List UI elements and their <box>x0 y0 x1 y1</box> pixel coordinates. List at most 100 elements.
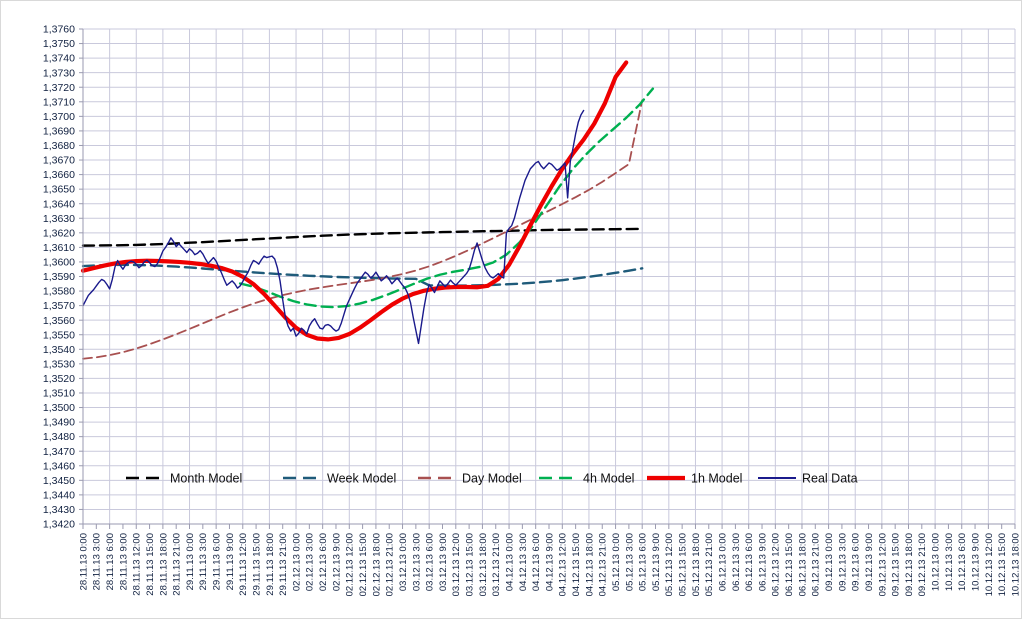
x-tick-label: 10.12.13 0:00 <box>931 533 942 591</box>
x-tick-label: 03.12.13 3:00 <box>411 533 422 591</box>
y-tick-label: 1,3520 <box>43 373 75 385</box>
x-tick-label: 29.11.13 21:00 <box>278 533 289 596</box>
x-tick-label: 03.12.13 6:00 <box>425 533 436 591</box>
series-month-model <box>81 227 644 247</box>
x-tick-label: 04.12.13 12:00 <box>558 533 569 596</box>
y-tick-label: 1,3760 <box>43 24 75 36</box>
x-tick-label: 04.12.13 3:00 <box>518 533 529 591</box>
y-tick-label: 1,3510 <box>43 388 75 400</box>
x-tick-label: 02.12.13 6:00 <box>318 533 329 591</box>
legend-label: Real Data <box>802 472 858 486</box>
x-tick-label: 02.12.13 9:00 <box>331 533 342 591</box>
y-tick-label: 1,3690 <box>43 126 75 138</box>
legend-item-week-model[interactable]: Week Model <box>283 472 396 486</box>
x-tick-label: 10.12.13 15:00 <box>997 533 1008 596</box>
x-tick-label: 28.11.13 9:00 <box>118 533 129 590</box>
x-tick-label: 29.11.13 15:00 <box>251 533 262 596</box>
x-tick-label: 28.11.13 0:00 <box>78 533 89 590</box>
legend-item-4h-model[interactable]: 4h Model <box>539 472 634 486</box>
x-tick-label: 02.12.13 0:00 <box>291 533 302 591</box>
series-1h-model <box>80 60 629 342</box>
x-tick-label: 06.12.13 18:00 <box>797 533 808 596</box>
y-tick-label: 1,3700 <box>43 111 75 123</box>
x-tick-label: 02.12.13 15:00 <box>358 533 369 596</box>
x-tick-label: 06.12.13 15:00 <box>784 533 795 596</box>
y-tick-label: 1,3610 <box>43 242 75 254</box>
series-real-data <box>82 109 585 345</box>
legend-item-month-model[interactable]: Month Model <box>126 472 242 486</box>
x-tick-label: 05.12.13 9:00 <box>651 533 662 591</box>
x-tick-label: 02.12.13 21:00 <box>385 533 396 596</box>
y-tick-label: 1,3580 <box>43 286 75 298</box>
x-tick-label: 04.12.13 6:00 <box>531 533 542 591</box>
y-tick-label: 1,3720 <box>43 82 75 94</box>
x-tick-label: 04.12.13 18:00 <box>584 533 595 596</box>
x-tick-label: 09.12.13 3:00 <box>837 533 848 591</box>
y-tick-label: 1,3680 <box>43 140 75 152</box>
x-tick-label: 04.12.13 15:00 <box>571 533 582 596</box>
legend-item-real-data[interactable]: Real Data <box>758 472 858 486</box>
x-tick-label: 09.12.13 0:00 <box>824 533 835 591</box>
x-tick-label: 05.12.13 15:00 <box>678 533 689 596</box>
series-day-model <box>82 99 644 360</box>
x-tick-label: 09.12.13 21:00 <box>917 533 928 596</box>
x-tick-label: 09.12.13 18:00 <box>904 533 915 596</box>
x-tick-label: 03.12.13 9:00 <box>438 533 449 591</box>
y-tick-label: 1,3620 <box>43 227 75 239</box>
legend-item-1h-model[interactable]: 1h Model <box>647 472 742 486</box>
x-tick-label: 06.12.13 12:00 <box>771 533 782 596</box>
x-tick-label: 28.11.13 12:00 <box>132 533 143 596</box>
x-tick-label: 06.12.13 0:00 <box>717 533 728 591</box>
y-tick-label: 1,3660 <box>43 169 75 181</box>
x-axis-labels: 28.11.13 0:00 28.11.13 3:00 28.11.13 6:00 2… <box>78 533 1021 596</box>
x-tick-label: 10.12.13 3:00 <box>944 533 955 591</box>
y-tick-label: 1,3420 <box>43 519 75 531</box>
x-tick-label: 03.12.13 12:00 <box>451 533 462 596</box>
y-tick-label: 1,3590 <box>43 271 75 283</box>
x-tick-label: 28.11.13 21:00 <box>172 533 183 596</box>
x-tick-label: 06.12.13 3:00 <box>731 533 742 591</box>
y-tick-label: 1,3670 <box>43 155 75 167</box>
y-tick-label: 1,3470 <box>43 446 75 458</box>
legend-label: 4h Model <box>583 472 634 486</box>
y-tick-label: 1,3550 <box>43 329 75 341</box>
x-tick-label: 28.11.13 18:00 <box>158 533 169 596</box>
x-tick-label: 10.12.13 12:00 <box>984 533 995 596</box>
x-tick-label: 05.12.13 18:00 <box>691 533 702 596</box>
series-group <box>80 60 655 360</box>
x-tick-label: 04.12.13 9:00 <box>544 533 555 591</box>
y-tick-label: 1,3440 <box>43 489 75 501</box>
x-tick-label: 09.12.13 12:00 <box>877 533 888 596</box>
x-tick-label: 06.12.13 6:00 <box>744 533 755 591</box>
x-tick-label: 03.12.13 21:00 <box>491 533 502 596</box>
legend-item-day-model[interactable]: Day Model <box>418 472 522 486</box>
x-tick-label: 05.12.13 0:00 <box>611 533 622 591</box>
y-tick-label: 1,3450 <box>43 475 75 487</box>
y-tick-label: 1,3650 <box>43 184 75 196</box>
x-tick-label: 29.11.13 6:00 <box>212 533 223 590</box>
series-week-model <box>81 263 644 287</box>
axis-group <box>79 28 1016 529</box>
x-tick-label: 29.11.13 12:00 <box>238 533 249 596</box>
x-tick-label: 03.12.13 0:00 <box>398 533 409 591</box>
y-tick-label: 1,3630 <box>43 213 75 225</box>
y-tick-label: 1,3640 <box>43 198 75 210</box>
x-tick-label: 10.12.13 6:00 <box>957 533 968 591</box>
chart-legend[interactable]: Month Model Week Model Day Model 4h Model 1h… <box>126 472 858 486</box>
x-tick-label: 09.12.13 9:00 <box>864 533 875 591</box>
x-tick-label: 29.11.13 0:00 <box>185 533 196 590</box>
y-tick-label: 1,3540 <box>43 344 75 356</box>
x-tick-label: 29.11.13 9:00 <box>225 533 236 590</box>
x-tick-label: 28.11.13 3:00 <box>92 533 103 590</box>
legend-label: Day Model <box>462 472 522 486</box>
x-tick-label: 02.12.13 3:00 <box>305 533 316 591</box>
x-tick-label: 09.12.13 15:00 <box>891 533 902 596</box>
series-4h-model <box>238 87 655 309</box>
y-axis-labels: 1,3760 1,3750 1,3740 1,3730 1,3720 1,3710 1,37… <box>43 24 75 531</box>
x-tick-label: 02.12.13 18:00 <box>371 533 382 596</box>
y-tick-label: 1,3560 <box>43 315 75 327</box>
x-tick-label: 02.12.13 12:00 <box>345 533 356 596</box>
y-tick-label: 1,3500 <box>43 402 75 414</box>
y-tick-label: 1,3730 <box>43 67 75 79</box>
